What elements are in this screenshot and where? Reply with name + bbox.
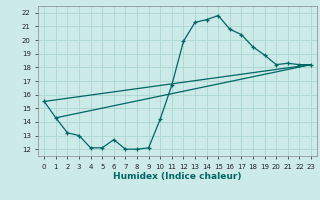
X-axis label: Humidex (Indice chaleur): Humidex (Indice chaleur): [113, 172, 242, 181]
